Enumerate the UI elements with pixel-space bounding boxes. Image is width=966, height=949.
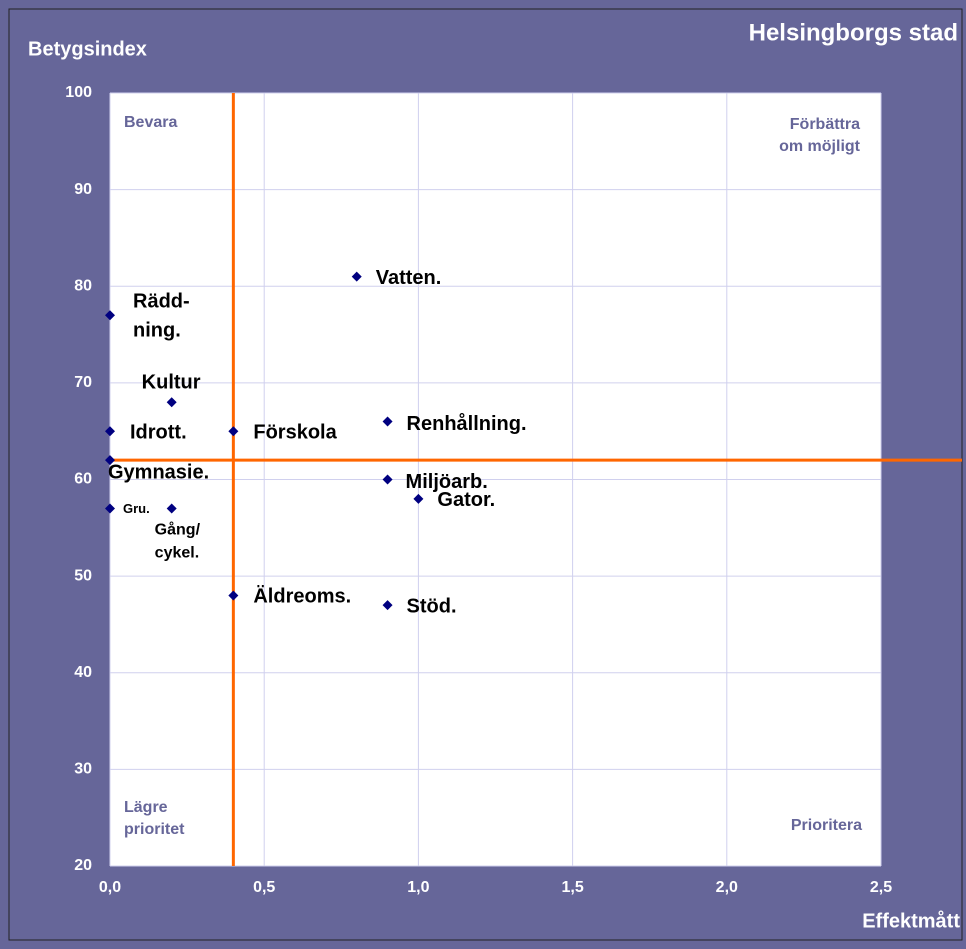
point	[105, 426, 115, 437]
y-tick-label: 70	[74, 374, 92, 391]
point-label: Stöd.	[407, 595, 457, 617]
point-label: Vatten.	[376, 267, 442, 289]
x-tick-label: 0,0	[99, 879, 121, 896]
quadrant-label: Förbättra	[790, 116, 860, 133]
point	[228, 426, 239, 437]
point-label: Kultur	[142, 371, 201, 393]
y-axis-label: Betygsindex	[28, 38, 147, 60]
point	[105, 455, 115, 466]
point	[166, 503, 177, 514]
point	[382, 474, 393, 485]
x-axis-label: Effektmått	[862, 909, 960, 932]
y-tick-label: 100	[65, 84, 92, 101]
x-tick-label: 2,5	[870, 879, 892, 896]
chart-title: Helsingborgs stad	[749, 19, 958, 46]
point-label: Gru.	[123, 501, 150, 516]
point-label: Idrott.	[130, 421, 187, 443]
y-tick-label: 50	[74, 567, 92, 584]
x-tick-label: 1,0	[407, 879, 429, 896]
x-tick-label: 0,5	[253, 879, 275, 896]
y-tick-label: 60	[74, 471, 92, 488]
point	[382, 416, 393, 427]
x-tick-label: 2,0	[716, 879, 738, 896]
x-tick-label: 1,5	[561, 879, 583, 896]
point-label: Äldreoms.	[253, 585, 351, 608]
y-tick-label: 40	[74, 664, 92, 681]
quadrant-label: Bevara	[124, 114, 177, 131]
point-label: Renhållning.	[407, 412, 527, 435]
point-label: Gång/	[155, 521, 201, 539]
point-label: Gymnasie.	[108, 461, 209, 483]
y-tick-label: 80	[74, 277, 92, 294]
quadrant-label: prioritet	[124, 821, 185, 838]
point	[351, 271, 362, 282]
point-label: Förskola	[253, 421, 337, 443]
point	[382, 600, 393, 611]
quadrant-label: Prioritera	[791, 817, 862, 834]
point	[228, 590, 239, 601]
frame	[8, 8, 963, 941]
y-tick-label: 30	[74, 761, 92, 778]
point-label: Rädd-	[133, 291, 190, 313]
point-label: Gator.	[437, 489, 495, 511]
point	[105, 503, 115, 514]
quadrant-label: om möjligt	[779, 138, 861, 155]
point	[166, 397, 177, 408]
quadrant-label: Lägre	[124, 799, 168, 816]
y-tick-label: 90	[74, 181, 92, 198]
point-label: Miljöarb.	[406, 471, 488, 493]
y-tick-label: 20	[74, 857, 92, 874]
point	[105, 310, 115, 321]
point	[413, 493, 424, 504]
point-label: cykel.	[155, 545, 199, 562]
point-label: ning.	[133, 320, 181, 342]
